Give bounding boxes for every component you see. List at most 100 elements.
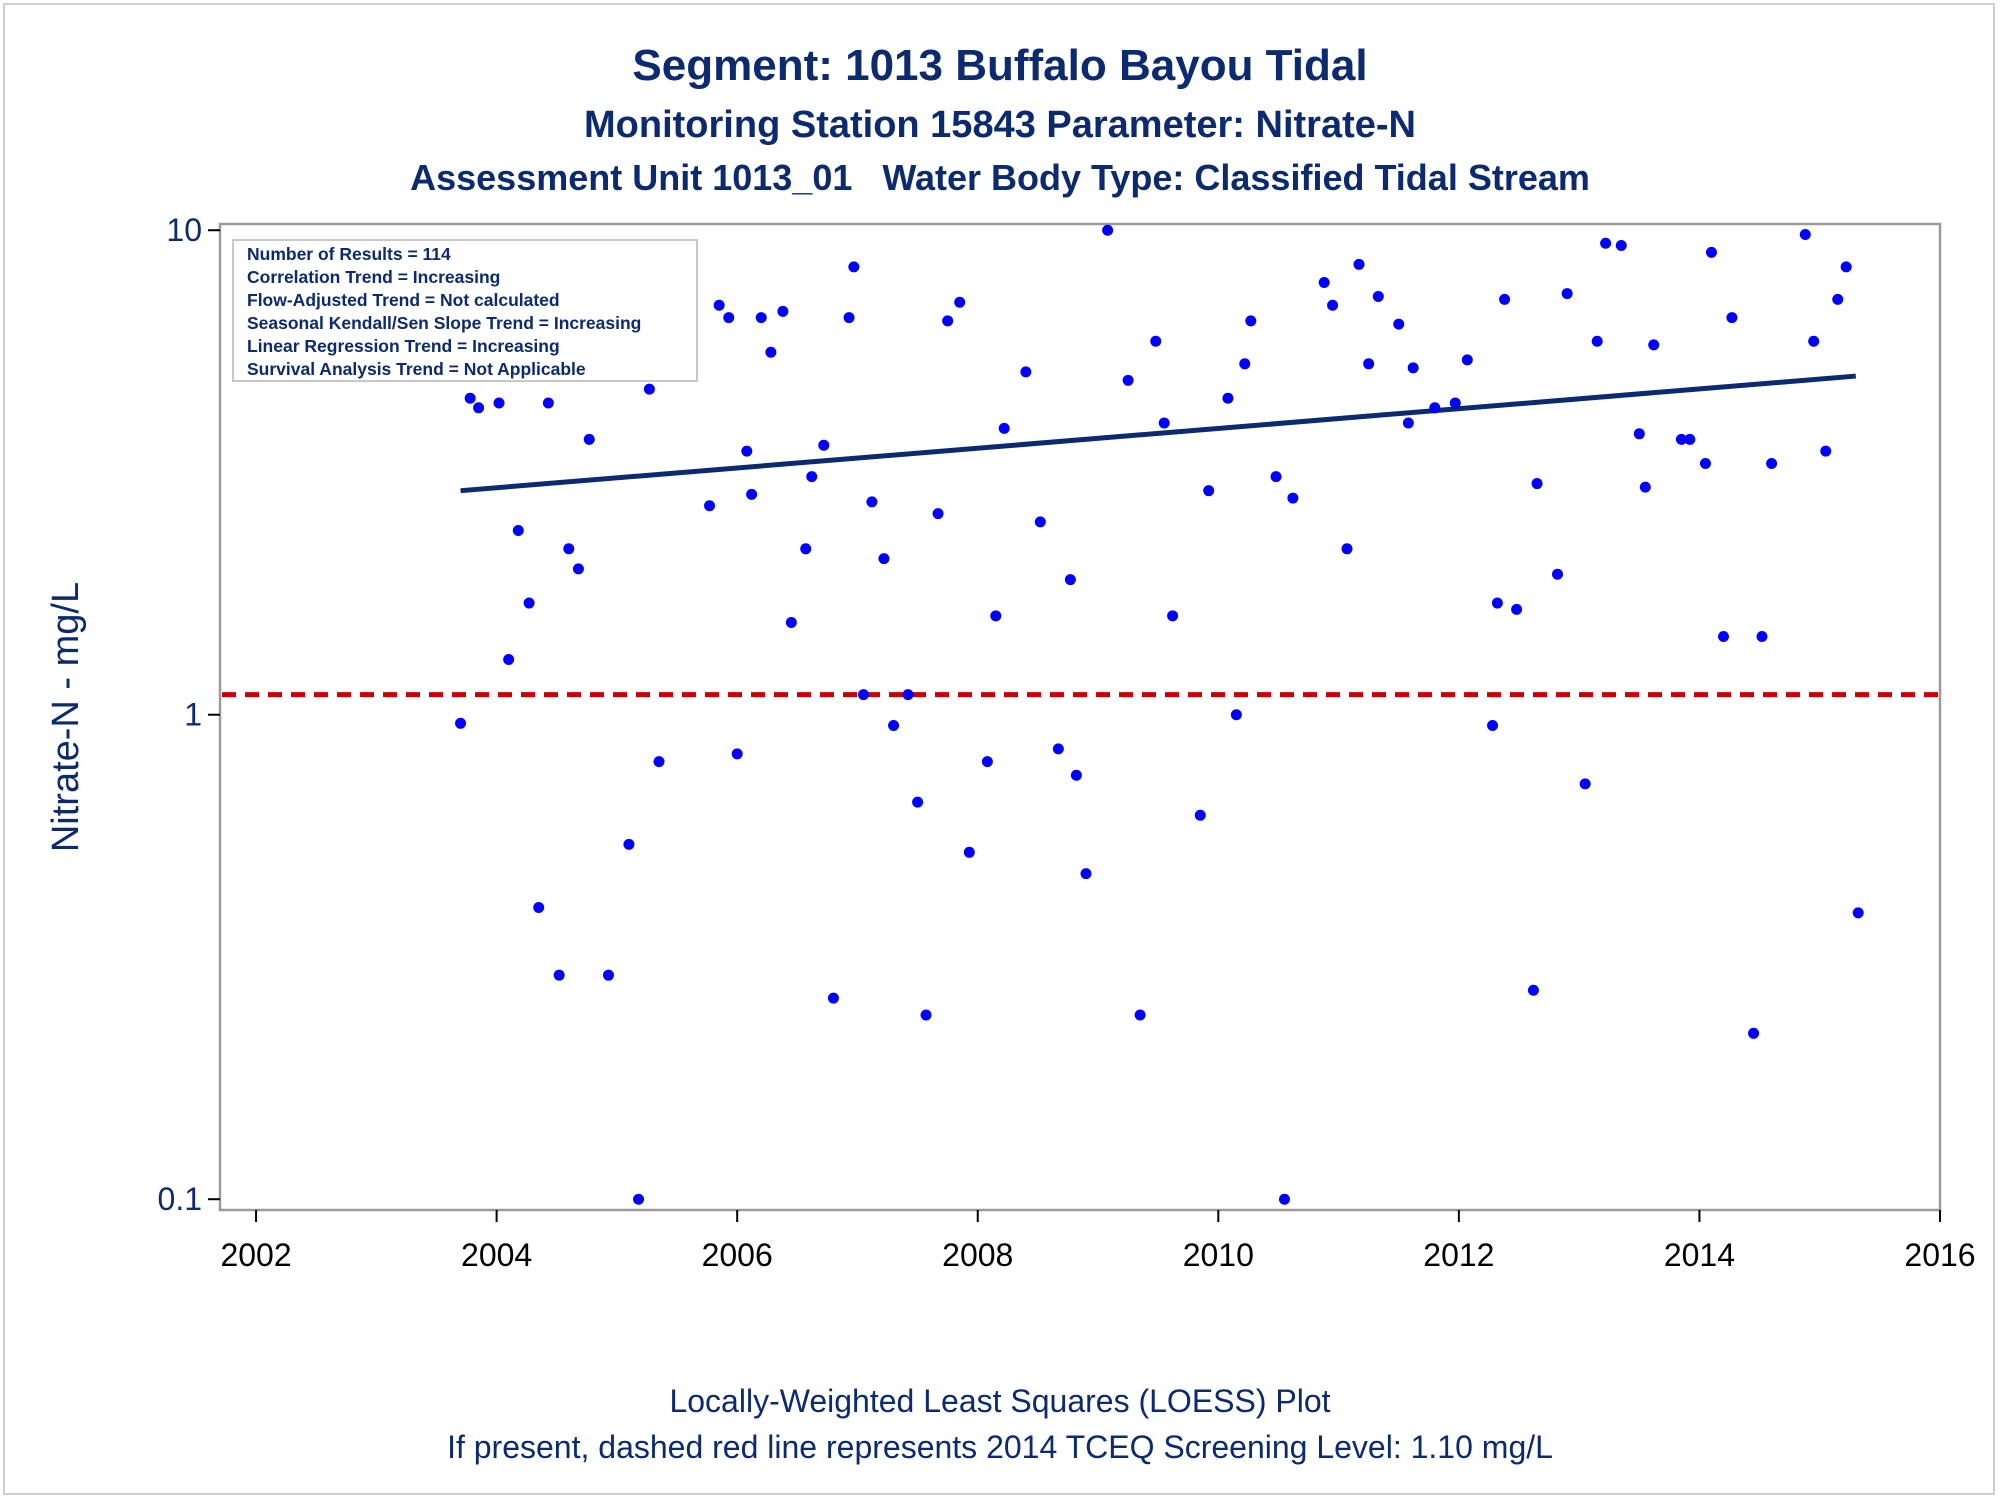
chart-title: Segment: 1013 Buffalo Bayou Tidal (632, 41, 1367, 90)
data-point-5 (503, 654, 515, 666)
y-axis: 0.1 1 10 (158, 212, 220, 1217)
data-point-79 (1402, 417, 1414, 429)
data-point-29 (777, 305, 789, 317)
data-point-40 (888, 720, 900, 732)
data-point-74 (1341, 543, 1353, 555)
data-point-60 (1150, 335, 1162, 347)
data-point-111 (1832, 293, 1844, 305)
data-point-6 (512, 525, 524, 537)
data-point-44 (932, 508, 944, 520)
data-point-55 (1070, 769, 1082, 781)
data-point-87 (1511, 603, 1523, 615)
data-point-31 (800, 543, 812, 555)
y-axis-label: Nitrate-N - mg/L (45, 582, 87, 852)
stats-box-border (232, 239, 698, 382)
chart-subtitle-2: Assessment Unit 1013_01 Water Body Type:… (410, 157, 1590, 198)
data-point-54 (1064, 574, 1076, 586)
data-point-47 (963, 846, 975, 858)
data-point-65 (1222, 392, 1234, 404)
footnote-loess: Locally-Weighted Least Squares (LOESS) P… (669, 1383, 1330, 1419)
data-point-68 (1245, 315, 1257, 327)
x-tick-label-4: 2010 (1183, 1237, 1254, 1273)
data-point-1 (464, 392, 476, 404)
data-point-99 (1675, 433, 1687, 445)
data-point-96 (1633, 428, 1645, 440)
chart-subtitle: Monitoring Station 15843 Parameter: Nitr… (584, 104, 1416, 146)
data-point-93 (1591, 335, 1603, 347)
data-point-108 (1799, 228, 1811, 240)
data-point-13 (583, 433, 595, 445)
data-point-52 (1034, 516, 1046, 528)
data-point-86 (1499, 293, 1511, 305)
data-point-20 (653, 756, 665, 768)
data-point-77 (1372, 290, 1384, 302)
stats-line-5: Survival Analysis Trend = Not Applicable (247, 359, 586, 379)
data-point-62 (1167, 610, 1179, 622)
data-point-110 (1820, 445, 1832, 457)
x-tick-label-1: 2004 (461, 1237, 532, 1273)
stats-line-4: Linear Regression Trend = Increasing (247, 336, 560, 356)
stats-line-0: Number of Results = 114 (247, 244, 451, 264)
data-point-24 (731, 748, 743, 760)
data-point-71 (1287, 492, 1299, 504)
data-point-103 (1717, 631, 1729, 643)
data-point-0 (455, 717, 467, 729)
x-tick-label-0: 2002 (220, 1237, 291, 1273)
data-point-18 (633, 1193, 645, 1205)
data-point-83 (1461, 354, 1473, 366)
y-tick-label-0: 0.1 (158, 1181, 202, 1217)
data-point-95 (1615, 239, 1627, 251)
data-point-48 (981, 756, 993, 768)
data-point-35 (843, 312, 855, 324)
data-point-11 (563, 543, 575, 555)
data-point-42 (912, 796, 924, 808)
data-point-69 (1270, 471, 1282, 483)
x-tick-label-3: 2008 (942, 1237, 1013, 1273)
data-point-67 (1239, 358, 1251, 370)
data-point-39 (878, 553, 890, 565)
data-point-105 (1748, 1027, 1760, 1039)
data-point-25 (741, 445, 753, 457)
footnote-screening: If present, dashed red line represents 2… (447, 1429, 1553, 1465)
plot-area (218, 222, 1942, 1212)
x-tick-label-5: 2012 (1423, 1237, 1494, 1273)
data-point-82 (1449, 397, 1461, 409)
data-point-41 (902, 689, 914, 701)
data-point-7 (523, 597, 535, 609)
data-point-78 (1393, 318, 1405, 330)
data-point-102 (1705, 246, 1717, 258)
data-point-85 (1491, 597, 1503, 609)
data-point-22 (713, 299, 725, 311)
data-point-59 (1134, 1009, 1146, 1021)
data-point-15 (602, 969, 614, 981)
data-point-33 (818, 439, 830, 451)
trend-line (460, 373, 1857, 494)
data-point-106 (1756, 631, 1768, 643)
y-tick-label-1: 1 (184, 697, 202, 733)
data-point-104 (1726, 312, 1738, 324)
data-point-109 (1808, 335, 1820, 347)
data-point-58 (1122, 374, 1134, 386)
data-point-63 (1194, 809, 1206, 821)
data-point-49 (990, 610, 1002, 622)
data-point-84 (1487, 720, 1499, 732)
data-points (455, 224, 1864, 1205)
data-point-37 (857, 689, 869, 701)
data-point-92 (1579, 778, 1591, 790)
data-point-34 (827, 992, 839, 1004)
data-point-80 (1407, 362, 1419, 374)
x-axis: 2002 2004 2006 2008 2010 2012 2014 2016 (220, 1210, 1976, 1273)
data-point-56 (1080, 868, 1092, 880)
data-point-75 (1353, 258, 1365, 270)
data-point-2 (473, 402, 485, 414)
data-point-10 (553, 969, 565, 981)
data-point-8 (533, 902, 545, 914)
data-point-66 (1230, 709, 1242, 721)
data-point-89 (1531, 478, 1543, 490)
data-point-9 (542, 397, 554, 409)
data-point-61 (1158, 417, 1170, 429)
data-point-70 (1278, 1193, 1290, 1205)
data-point-98 (1648, 339, 1660, 351)
x-tick-label-2: 2006 (702, 1237, 773, 1273)
